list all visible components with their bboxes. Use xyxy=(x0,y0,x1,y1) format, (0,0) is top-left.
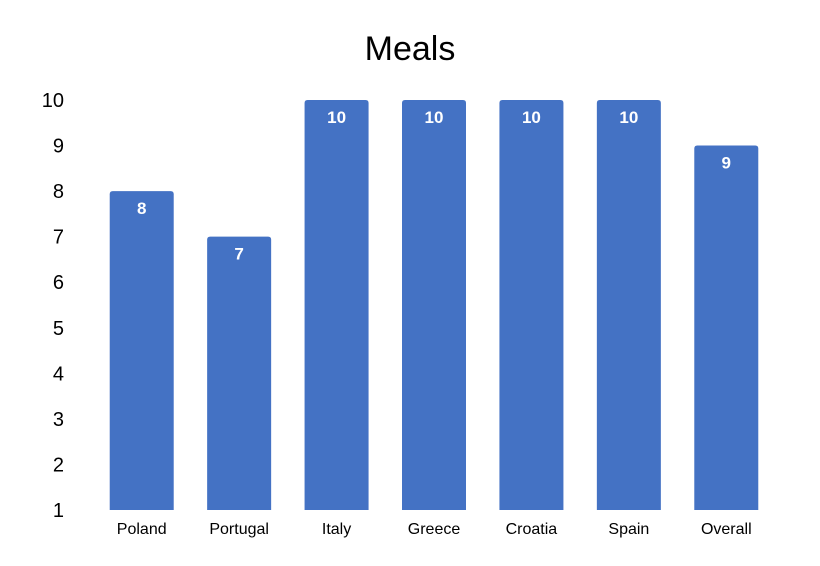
bar-croatia xyxy=(499,100,564,510)
y-tick-label: 8 xyxy=(53,181,64,203)
y-tick-label: 3 xyxy=(53,409,64,431)
x-tick-label-spain: Spain xyxy=(608,521,649,538)
bar-italy xyxy=(304,100,369,510)
data-label-poland: 8 xyxy=(137,199,146,218)
x-tick-label-overall: Overall xyxy=(701,521,752,538)
data-label-italy: 10 xyxy=(327,108,346,127)
y-tick-label: 5 xyxy=(53,318,64,340)
x-tick-label-portugal: Portugal xyxy=(209,521,269,538)
bars xyxy=(109,100,759,511)
y-axis: 1 2 3 4 5 6 7 8 9 10 xyxy=(42,90,64,522)
data-label-overall: 9 xyxy=(722,154,731,173)
data-label-croatia: 10 xyxy=(522,108,541,127)
bar-poland xyxy=(109,191,174,510)
data-labels: 8 7 10 10 10 10 9 xyxy=(137,108,731,264)
y-tick-label: 7 xyxy=(53,227,64,249)
x-tick-label-poland: Poland xyxy=(117,521,167,538)
data-label-spain: 10 xyxy=(619,108,638,127)
x-tick-label-italy: Italy xyxy=(322,521,351,538)
bar-greece xyxy=(402,100,466,510)
y-tick-label: 9 xyxy=(53,136,64,158)
y-tick-label: 4 xyxy=(53,363,64,385)
bar-overall xyxy=(694,145,759,511)
y-tick-label: 10 xyxy=(42,90,64,112)
data-label-portugal: 7 xyxy=(234,245,243,264)
x-tick-label-greece: Greece xyxy=(408,521,461,538)
x-axis: Poland Portugal Italy Greece Croatia Spain Ove… xyxy=(117,521,752,538)
bar-portugal xyxy=(207,236,272,510)
data-label-greece: 10 xyxy=(425,108,444,127)
y-tick-label: 2 xyxy=(53,454,64,476)
y-tick-label: 1 xyxy=(53,500,64,522)
x-tick-label-croatia: Croatia xyxy=(506,521,558,538)
chart-title: Meals xyxy=(365,30,456,68)
y-tick-label: 6 xyxy=(53,272,64,294)
bar-spain xyxy=(596,100,661,510)
